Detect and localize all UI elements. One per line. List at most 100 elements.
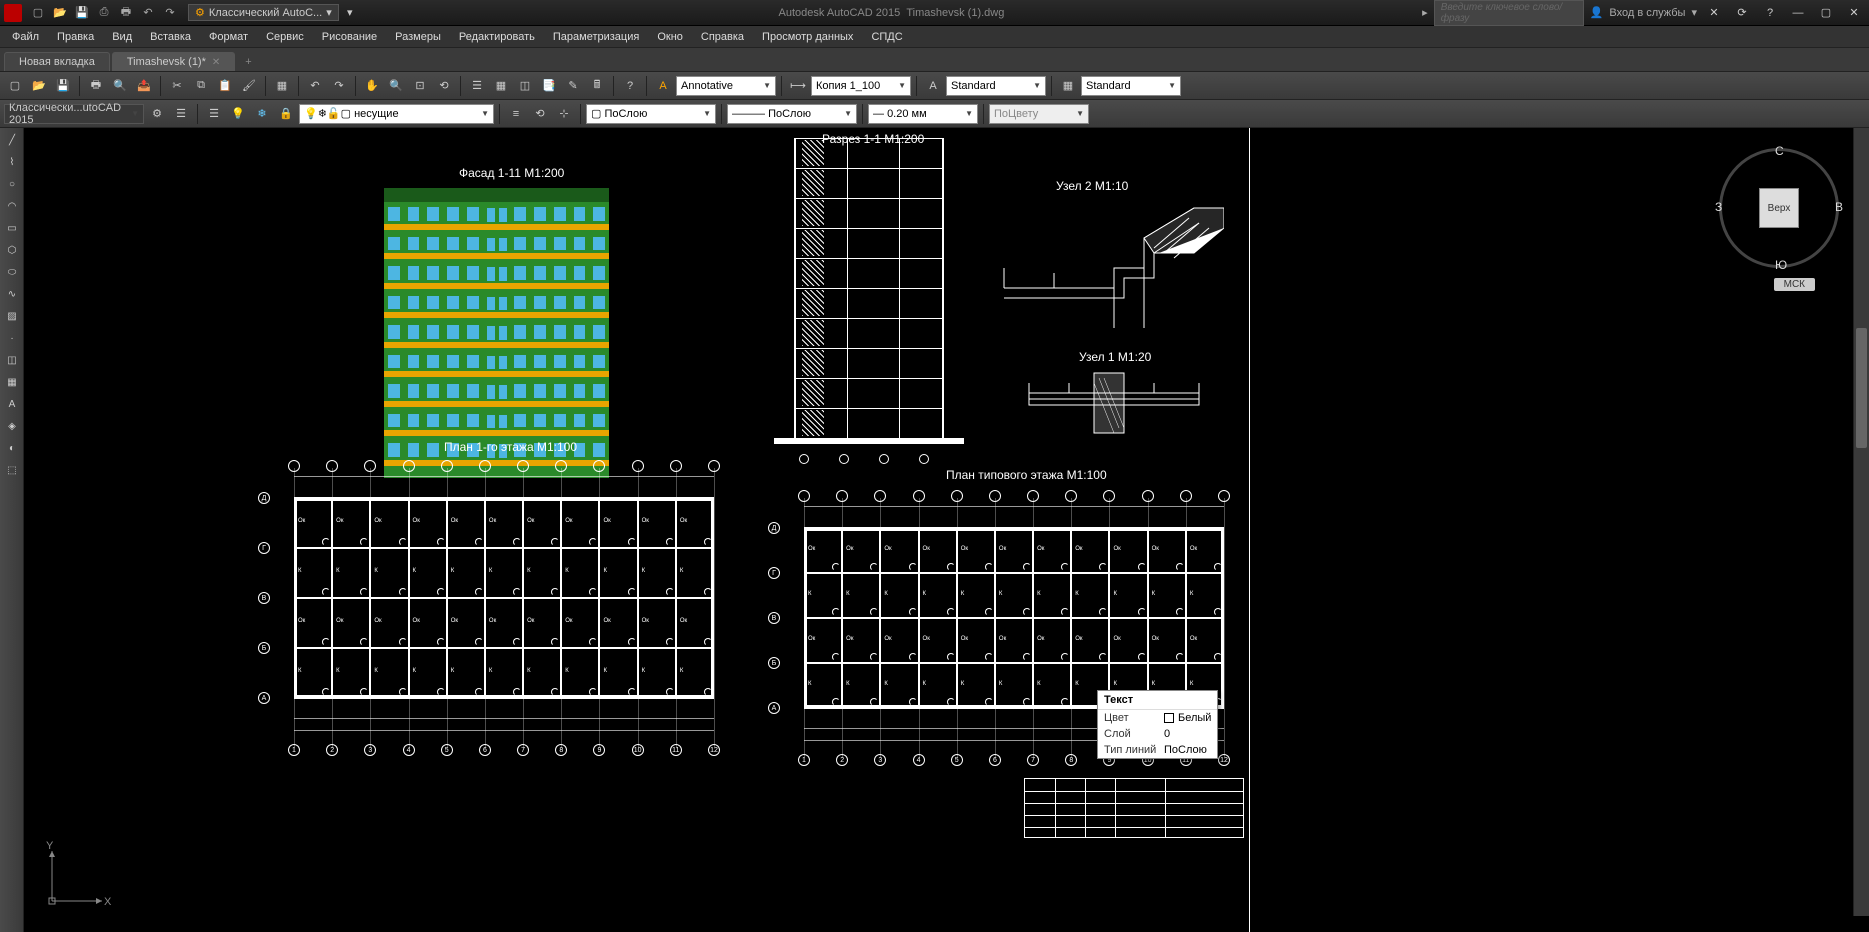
line-icon[interactable]: ╱	[2, 130, 22, 150]
rect-icon[interactable]: ▭	[2, 218, 22, 238]
table2-icon[interactable]: ▦	[2, 372, 22, 392]
layerprops-icon[interactable]: ☰	[203, 103, 225, 125]
menu-редактировать[interactable]: Редактировать	[451, 29, 543, 45]
undo-icon[interactable]: ↶	[304, 75, 326, 97]
qat-redo-icon[interactable]: ↷	[160, 3, 180, 23]
boundary-icon[interactable]: ⬚	[2, 460, 22, 480]
matchprop-icon[interactable]: 🖌	[238, 75, 260, 97]
zoomwin-icon[interactable]: ⊡	[409, 75, 431, 97]
layer-lock-icon[interactable]: 🔒	[275, 103, 297, 125]
textstyle-dropdown[interactable]: Standard▼	[946, 76, 1046, 96]
annoscale-icon[interactable]: A	[652, 75, 674, 97]
annotation-style-dropdown[interactable]: Annotative▼	[676, 76, 776, 96]
arc-icon[interactable]: ◠	[2, 196, 22, 216]
tablestyle-dropdown[interactable]: Standard▼	[1081, 76, 1181, 96]
ucs-icon[interactable]: X Y	[42, 841, 112, 914]
vertical-scrollbar[interactable]	[1853, 128, 1869, 916]
point-icon[interactable]: ·	[2, 328, 22, 348]
blockeditor-icon[interactable]: ▦	[271, 75, 293, 97]
copy-icon[interactable]: ⧉	[190, 75, 212, 97]
menu-правка[interactable]: Правка	[49, 29, 102, 45]
sheetset-icon[interactable]: 📑	[538, 75, 560, 97]
qat-undo-icon[interactable]: ↶	[138, 3, 158, 23]
scrollbar-thumb[interactable]	[1856, 328, 1867, 448]
designcenter-icon[interactable]: ▦	[490, 75, 512, 97]
hatch-icon[interactable]: ▨	[2, 306, 22, 326]
layer-on-icon[interactable]: 💡	[227, 103, 249, 125]
menu-файл[interactable]: Файл	[4, 29, 47, 45]
linetype-dropdown[interactable]: ——— ПоСлою▼	[727, 104, 857, 124]
qat-plot-icon[interactable]: 🖶	[116, 3, 136, 23]
menu-просмотр данных[interactable]: Просмотр данных	[754, 29, 861, 45]
polygon-icon[interactable]: ⬡	[2, 240, 22, 260]
layer-freeze-icon[interactable]: ❄	[251, 103, 273, 125]
workspace-dropdown[interactable]: ⚙ Классический AutoC... ▾	[188, 4, 339, 21]
menu-формат[interactable]: Формат	[201, 29, 256, 45]
ellipse-icon[interactable]: ⬭	[2, 262, 22, 282]
viewcube-w[interactable]: З	[1715, 200, 1722, 214]
menu-размеры[interactable]: Размеры	[387, 29, 449, 45]
chevron-down-icon[interactable]: ▾	[1691, 6, 1697, 19]
paste-icon[interactable]: 📋	[214, 75, 236, 97]
app-logo[interactable]	[4, 4, 22, 22]
properties-icon[interactable]: ☰	[466, 75, 488, 97]
help2-icon[interactable]: ?	[619, 75, 641, 97]
save-icon[interactable]: 💾	[52, 75, 74, 97]
block-icon[interactable]: ◫	[2, 350, 22, 370]
layerstate-icon[interactable]: ≡	[505, 103, 527, 125]
doc-tab[interactable]: Новая вкладка	[4, 52, 110, 71]
print-icon[interactable]: 🖶	[85, 75, 107, 97]
spline-icon[interactable]: ∿	[2, 284, 22, 304]
layermatch-icon[interactable]: ⊹	[553, 103, 575, 125]
text-icon[interactable]: A	[922, 75, 944, 97]
menu-сервис[interactable]: Сервис	[258, 29, 312, 45]
open-icon[interactable]: 📂	[28, 75, 50, 97]
toolpalettes-icon[interactable]: ◫	[514, 75, 536, 97]
viewcube-s[interactable]: Ю	[1775, 258, 1787, 272]
help-icon[interactable]: ?	[1759, 2, 1781, 24]
table-icon[interactable]: ▦	[1057, 75, 1079, 97]
menu-вид[interactable]: Вид	[104, 29, 140, 45]
redo-icon[interactable]: ↷	[328, 75, 350, 97]
gradient-icon[interactable]: ◐	[2, 438, 22, 458]
layer-dropdown[interactable]: 💡❄🔓▢ несущие▼	[299, 104, 494, 124]
zoom-icon[interactable]: 🔍	[385, 75, 407, 97]
exchange-icon[interactable]: ✕	[1703, 2, 1725, 24]
qat-dropdown-icon[interactable]: ▾	[339, 2, 361, 24]
qat-saveas-icon[interactable]: ⎙	[94, 3, 114, 23]
close-icon[interactable]: ✕	[212, 57, 220, 68]
layerprev-icon[interactable]: ⟲	[529, 103, 551, 125]
search-input[interactable]: Введите ключевое слово/фразу	[1434, 0, 1584, 26]
qat-save-icon[interactable]: 💾	[72, 3, 92, 23]
close-icon[interactable]: ✕	[1843, 2, 1865, 24]
pan-icon[interactable]: ✋	[361, 75, 383, 97]
workspace-dropdown-2[interactable]: Классически...utoCAD 2015▼	[4, 104, 144, 124]
region-icon[interactable]: ◈	[2, 416, 22, 436]
menu-вставка[interactable]: Вставка	[142, 29, 199, 45]
maximize-icon[interactable]: ▢	[1815, 2, 1837, 24]
minimize-icon[interactable]: —	[1787, 2, 1809, 24]
qat-new-icon[interactable]: ▢	[28, 3, 48, 23]
circle-icon[interactable]: ○	[2, 174, 22, 194]
drawing-canvas[interactable]: 123456789101112ДГВБАОкКОкКОкКОкКОкКОкКОк…	[24, 128, 1869, 932]
viewcube-e[interactable]: В	[1835, 200, 1843, 214]
ws-gear-icon[interactable]: ⚙	[146, 103, 168, 125]
ws-settings-icon[interactable]: ☰	[170, 103, 192, 125]
publish-icon[interactable]: 📤	[133, 75, 155, 97]
menu-окно[interactable]: Окно	[649, 29, 691, 45]
zoomprev-icon[interactable]: ⟲	[433, 75, 455, 97]
doc-tab[interactable]: Timashevsk (1)*✕	[112, 52, 235, 71]
menu-справка[interactable]: Справка	[693, 29, 752, 45]
color-dropdown[interactable]: ▢ ПоСлою▼	[586, 104, 716, 124]
menu-параметризация[interactable]: Параметризация	[545, 29, 647, 45]
dimstyle-dropdown[interactable]: Копия 1_100▼	[811, 76, 911, 96]
viewcube[interactable]: Верх С Ю В З	[1719, 148, 1839, 268]
lineweight-dropdown[interactable]: — 0.20 мм▼	[868, 104, 978, 124]
dim-icon[interactable]: ⟼	[787, 75, 809, 97]
cut-icon[interactable]: ✂	[166, 75, 188, 97]
menu-спдс[interactable]: СПДС	[863, 29, 910, 45]
pline-icon[interactable]: ⌇	[2, 152, 22, 172]
mtext-icon[interactable]: A	[2, 394, 22, 414]
viewcube-n[interactable]: С	[1775, 144, 1784, 158]
add-tab-button[interactable]: +	[237, 53, 259, 71]
